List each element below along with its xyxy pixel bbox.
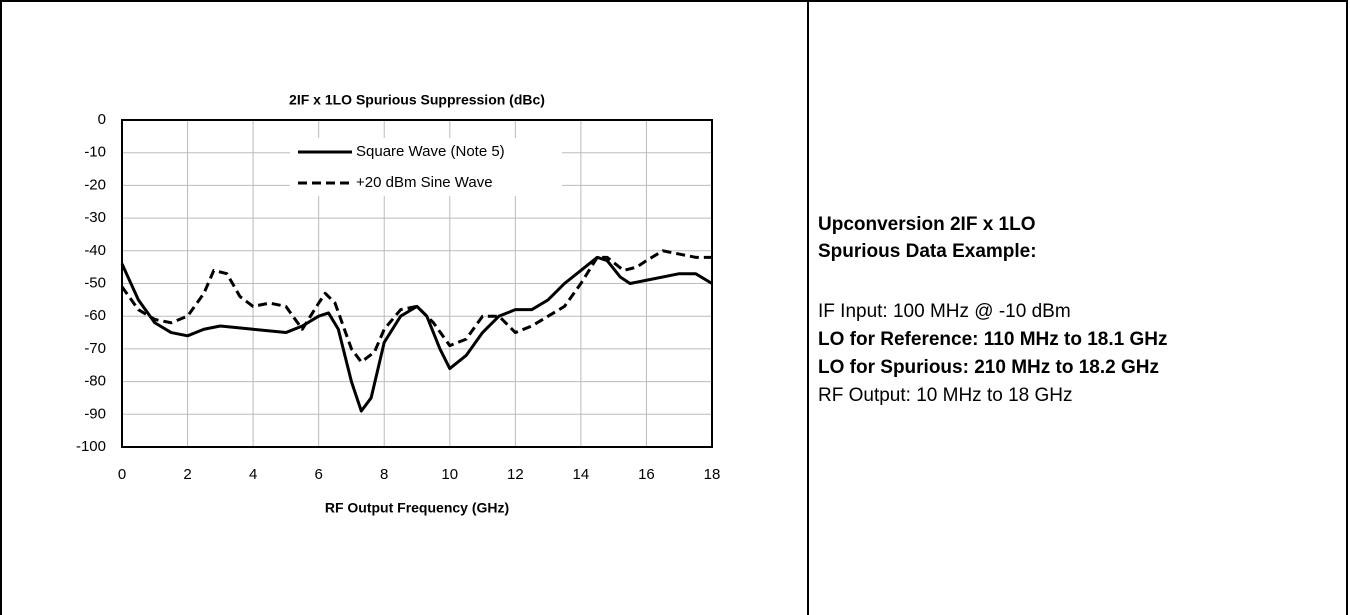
info-line: RF Output: 10 MHz to 18 GHz (818, 385, 1073, 406)
info-line: IF Input: 100 MHz @ -10 dBm (818, 301, 1071, 322)
series-line (120, 249, 712, 364)
info-line: LO for Reference: 110 MHz to 18.1 GHz (818, 329, 1168, 350)
x-tick-label: 14 (573, 466, 590, 483)
x-tick-label: 0 (118, 466, 126, 483)
y-tick-label: -10 (84, 144, 106, 161)
y-tick-label: -60 (84, 307, 106, 324)
legend-box (290, 138, 562, 196)
y-tick-label: 0 (98, 111, 106, 128)
x-tick-label: 12 (507, 466, 524, 483)
chart-title: 2IF x 1LO Spurious Suppression (dBc) (289, 92, 545, 108)
info-line: LO for Spurious: 210 MHz to 18.2 GHz (818, 357, 1159, 378)
legend-label: Square Wave (Note 5) (356, 143, 505, 160)
x-tick-label: 6 (314, 466, 322, 483)
y-tick-label: -40 (84, 242, 106, 259)
y-tick-label: -20 (84, 176, 106, 193)
x-tick-label: 8 (380, 466, 388, 483)
y-tick-label: -100 (76, 438, 106, 455)
y-tick-label: -80 (84, 373, 106, 390)
series-line (120, 255, 713, 413)
y-tick-label: -90 (84, 405, 106, 422)
x-tick-label: 2 (183, 466, 191, 483)
x-axis-title: RF Output Frequency (GHz) (325, 500, 509, 516)
x-tick-label: 10 (441, 466, 458, 483)
info-heading: Upconversion 2IF x 1LO (818, 214, 1036, 235)
x-tick-label: 4 (249, 466, 257, 483)
y-tick-label: -50 (84, 274, 106, 291)
info-heading: Spurious Data Example: (818, 241, 1037, 262)
x-tick-label: 18 (704, 466, 721, 483)
legend-label: +20 dBm Sine Wave (356, 174, 493, 191)
y-tick-label: -70 (84, 340, 106, 357)
x-tick-label: 16 (638, 466, 655, 483)
y-tick-label: -30 (84, 209, 106, 226)
